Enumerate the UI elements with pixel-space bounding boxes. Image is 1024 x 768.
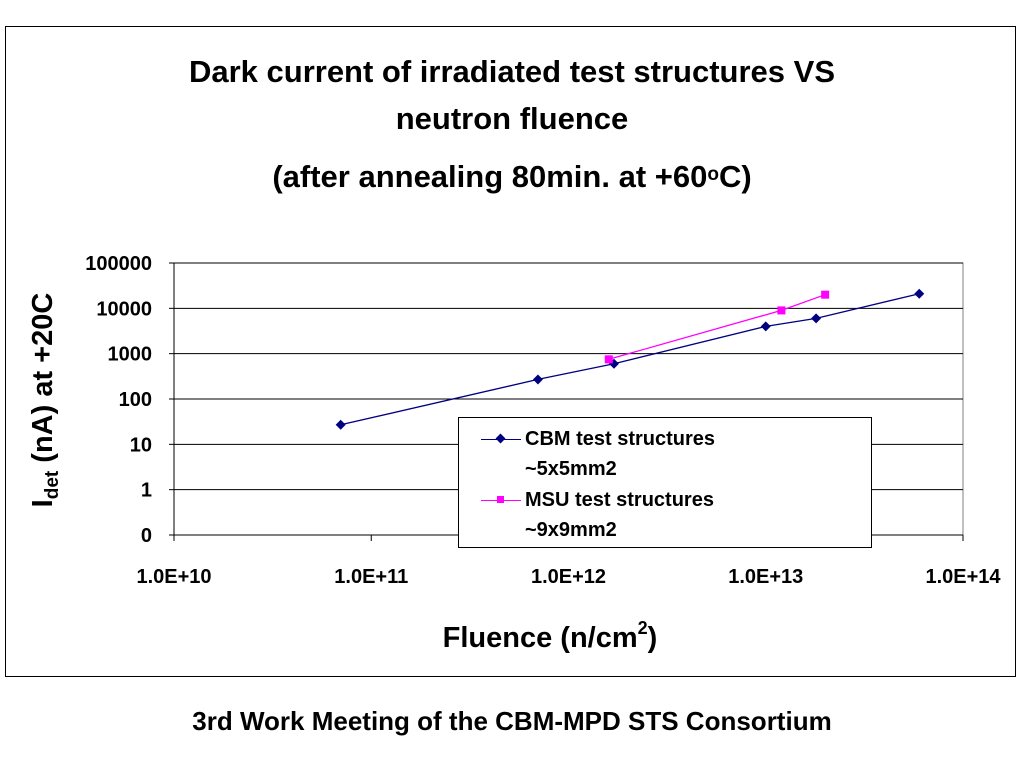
y-tick-label: 1000 [108,344,153,366]
subtitle-text: (after annealing 80min. at +60 [272,159,708,194]
data-point-1-2 [821,290,830,299]
y-tick-label: 10000 [96,298,152,320]
chart-title-line-1: Dark current of irradiated test structur… [188,54,836,89]
legend-label-msu-line-1: MSU test structures [525,489,714,511]
chart-subtitle: (after annealing 80min. at +60oC) [0,159,1024,195]
x-tick-label: 1.0E+10 [136,566,211,588]
y-title-main: I [27,499,59,508]
x-title-end: ) [647,622,658,654]
y-title-end: (nA) at +20C [27,292,59,471]
y-axis-title: Idet (nA) at +20C [23,250,63,550]
chart-title-line-2: neutron fluence [395,101,629,136]
data-point-1-1 [777,306,786,315]
x-tick-label: 1.0E+14 [925,566,1001,588]
data-point-0-0 [335,419,346,430]
x-tick-label: 1.0E+11 [334,566,408,588]
legend-label-cbm-line-2: ~5x5mm2 [525,458,617,480]
x-title-main: Fluence (n/cm [442,622,638,654]
data-point-0-3 [760,321,771,332]
series-line-0 [340,293,920,426]
y-title-sub: det [42,470,63,500]
y-tick-label: 100000 [85,253,152,275]
y-tick-label: 10 [130,434,152,456]
x-axis-title: Fluence (n/cm2) [330,618,770,655]
subtitle-degree: o [707,164,719,185]
y-tick-label: 1 [141,480,152,502]
subtitle-end: C) [718,159,752,194]
legend-marker-cbm [495,433,506,444]
data-point-1-0 [604,355,613,364]
y-tick-label: 0 [141,525,152,547]
y-tick-label: 100 [119,389,152,411]
series-line-1 [608,294,826,360]
data-point-0-5 [914,288,925,299]
x-title-sup: 2 [637,618,648,638]
legend-label-cbm-line-1: CBM test structures [525,428,716,450]
x-tick-label: 1.0E+13 [728,566,803,588]
legend-label-msu-line-2: ~9x9mm2 [525,519,617,541]
legend-marker-msu [497,496,504,503]
x-tick-label: 1.0E+12 [531,566,606,588]
data-point-0-1 [532,374,543,385]
chart-frame [5,26,1016,677]
data-point-0-4 [811,313,822,324]
footer-text: 3rd Work Meeting of the CBM-MPD STS Cons… [192,706,832,736]
legend: CBM test structures ~5x5mm2 MSU test str… [458,417,872,548]
